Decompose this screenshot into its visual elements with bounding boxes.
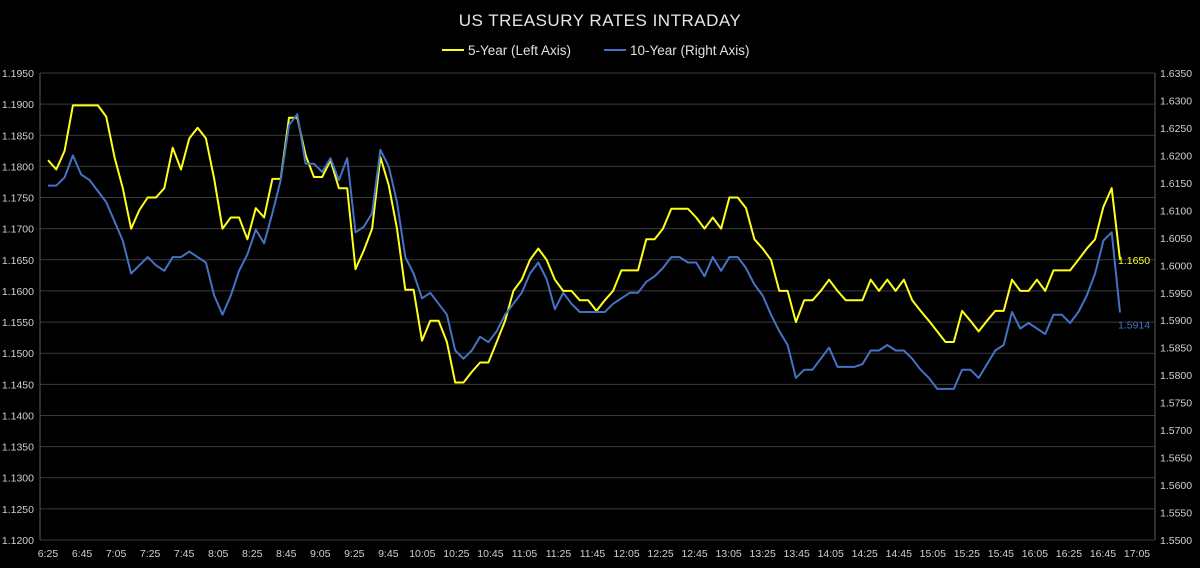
x-tick-label: 12:45: [681, 548, 707, 560]
x-tick-label: 13:05: [715, 548, 741, 560]
left-y-tick-label: 1.1500: [2, 348, 34, 360]
x-tick-label: 8:45: [276, 548, 297, 560]
x-tick-label: 10:05: [409, 548, 435, 560]
x-tick-label: 16:25: [1056, 548, 1082, 560]
x-tick-label: 11:45: [580, 548, 606, 560]
left-y-tick-label: 1.1300: [2, 473, 34, 485]
right-y-tick-label: 1.6000: [1160, 260, 1192, 272]
right-y-tick-label: 1.5750: [1160, 398, 1192, 410]
x-tick-label: 8:05: [208, 548, 229, 560]
end-value-labels: 1.1650 1.5914: [1118, 255, 1150, 332]
left-y-tick-label: 1.1200: [2, 535, 34, 547]
right-y-tick-label: 1.5500: [1160, 535, 1192, 547]
legend-label-5-year: 5-Year (Left Axis): [468, 43, 571, 58]
x-tick-label: 10:45: [477, 548, 503, 560]
left-y-tick-label: 1.1350: [2, 442, 34, 454]
x-tick-label: 11:25: [546, 548, 572, 560]
right-y-tick-label: 1.6200: [1160, 150, 1192, 162]
x-tick-label: 16:45: [1090, 548, 1116, 560]
left-y-axis: 1.1200 1.1250 1.1300 1.1350 1.1400 1.1450 1.15…: [2, 68, 34, 547]
series-line-5-year: [47, 104, 1121, 384]
x-tick-label: 14:45: [886, 548, 912, 560]
x-tick-label: 13:45: [784, 548, 810, 560]
x-tick-label: 9:25: [344, 548, 365, 560]
left-y-tick-label: 1.1450: [2, 379, 34, 391]
left-y-tick-label: 1.1600: [2, 286, 34, 298]
right-y-tick-label: 1.5850: [1160, 343, 1192, 355]
right-y-axis: 1.5500 1.5550 1.5600 1.5650 1.5700 1.5750 1.58…: [1160, 68, 1192, 547]
x-axis: 6:25 6:45 7:05 7:25 7:45 8:05 8:25 8:45 9:05 9:25…: [38, 548, 1151, 560]
right-y-tick-label: 1.5700: [1160, 425, 1192, 437]
series-line-10-year: [48, 113, 1121, 390]
left-y-tick-label: 1.1550: [2, 317, 34, 329]
last-value-label-10-year: 1.5914: [1118, 320, 1150, 332]
left-y-tick-label: 1.1950: [2, 68, 34, 80]
x-tick-label: 6:45: [72, 548, 93, 560]
right-y-tick-label: 1.6150: [1160, 178, 1192, 190]
right-y-tick-label: 1.5650: [1160, 453, 1192, 465]
chart-title: US TREASURY RATES INTRADAY: [459, 11, 742, 30]
x-tick-label: 14:25: [852, 548, 878, 560]
left-y-tick-label: 1.1900: [2, 99, 34, 111]
x-tick-label: 7:45: [174, 548, 195, 560]
left-y-tick-label: 1.1750: [2, 193, 34, 205]
x-tick-label: 16:05: [1022, 548, 1048, 560]
x-tick-label: 9:45: [378, 548, 399, 560]
gridlines: [39, 72, 1156, 541]
right-y-tick-label: 1.6050: [1160, 233, 1192, 245]
legend-entry-5-year[interactable]: 5-Year (Left Axis): [442, 43, 571, 58]
x-tick-label: 12:05: [613, 548, 639, 560]
x-tick-label: 12:25: [647, 548, 673, 560]
legend-label-10-year: 10-Year (Right Axis): [630, 43, 750, 58]
x-tick-label: 11:05: [512, 548, 538, 560]
x-tick-label: 17:05: [1124, 548, 1150, 560]
right-y-tick-label: 1.5950: [1160, 288, 1192, 300]
right-y-tick-label: 1.6350: [1160, 68, 1192, 80]
right-y-tick-label: 1.6250: [1160, 123, 1192, 135]
left-y-tick-label: 1.1400: [2, 410, 34, 422]
x-tick-label: 15:25: [954, 548, 980, 560]
right-y-tick-label: 1.5550: [1160, 508, 1192, 520]
x-tick-label: 10:25: [443, 548, 469, 560]
right-y-tick-label: 1.5600: [1160, 480, 1192, 492]
right-y-tick-label: 1.5900: [1160, 315, 1192, 327]
right-y-tick-label: 1.5800: [1160, 370, 1192, 382]
x-tick-label: 7:25: [140, 548, 161, 560]
series-lines: [47, 104, 1121, 390]
left-y-tick-label: 1.1250: [2, 504, 34, 516]
left-y-tick-label: 1.1850: [2, 130, 34, 142]
right-y-tick-label: 1.6100: [1160, 205, 1192, 217]
x-tick-label: 7:05: [106, 548, 127, 560]
x-tick-label: 6:25: [38, 548, 59, 560]
x-tick-label: 13:25: [750, 548, 776, 560]
x-tick-label: 15:45: [988, 548, 1014, 560]
x-tick-label: 9:05: [310, 548, 331, 560]
x-tick-label: 14:05: [818, 548, 844, 560]
left-y-tick-label: 1.1650: [2, 255, 34, 267]
x-tick-label: 15:05: [920, 548, 946, 560]
left-y-tick-label: 1.1700: [2, 224, 34, 236]
last-value-label-5-year: 1.1650: [1118, 255, 1150, 267]
left-y-tick-label: 1.1800: [2, 161, 34, 173]
right-y-tick-label: 1.6300: [1160, 95, 1192, 107]
legend: 5-Year (Left Axis) 10-Year (Right Axis): [442, 43, 750, 58]
x-tick-label: 8:25: [242, 548, 263, 560]
legend-entry-10-year[interactable]: 10-Year (Right Axis): [604, 43, 750, 58]
